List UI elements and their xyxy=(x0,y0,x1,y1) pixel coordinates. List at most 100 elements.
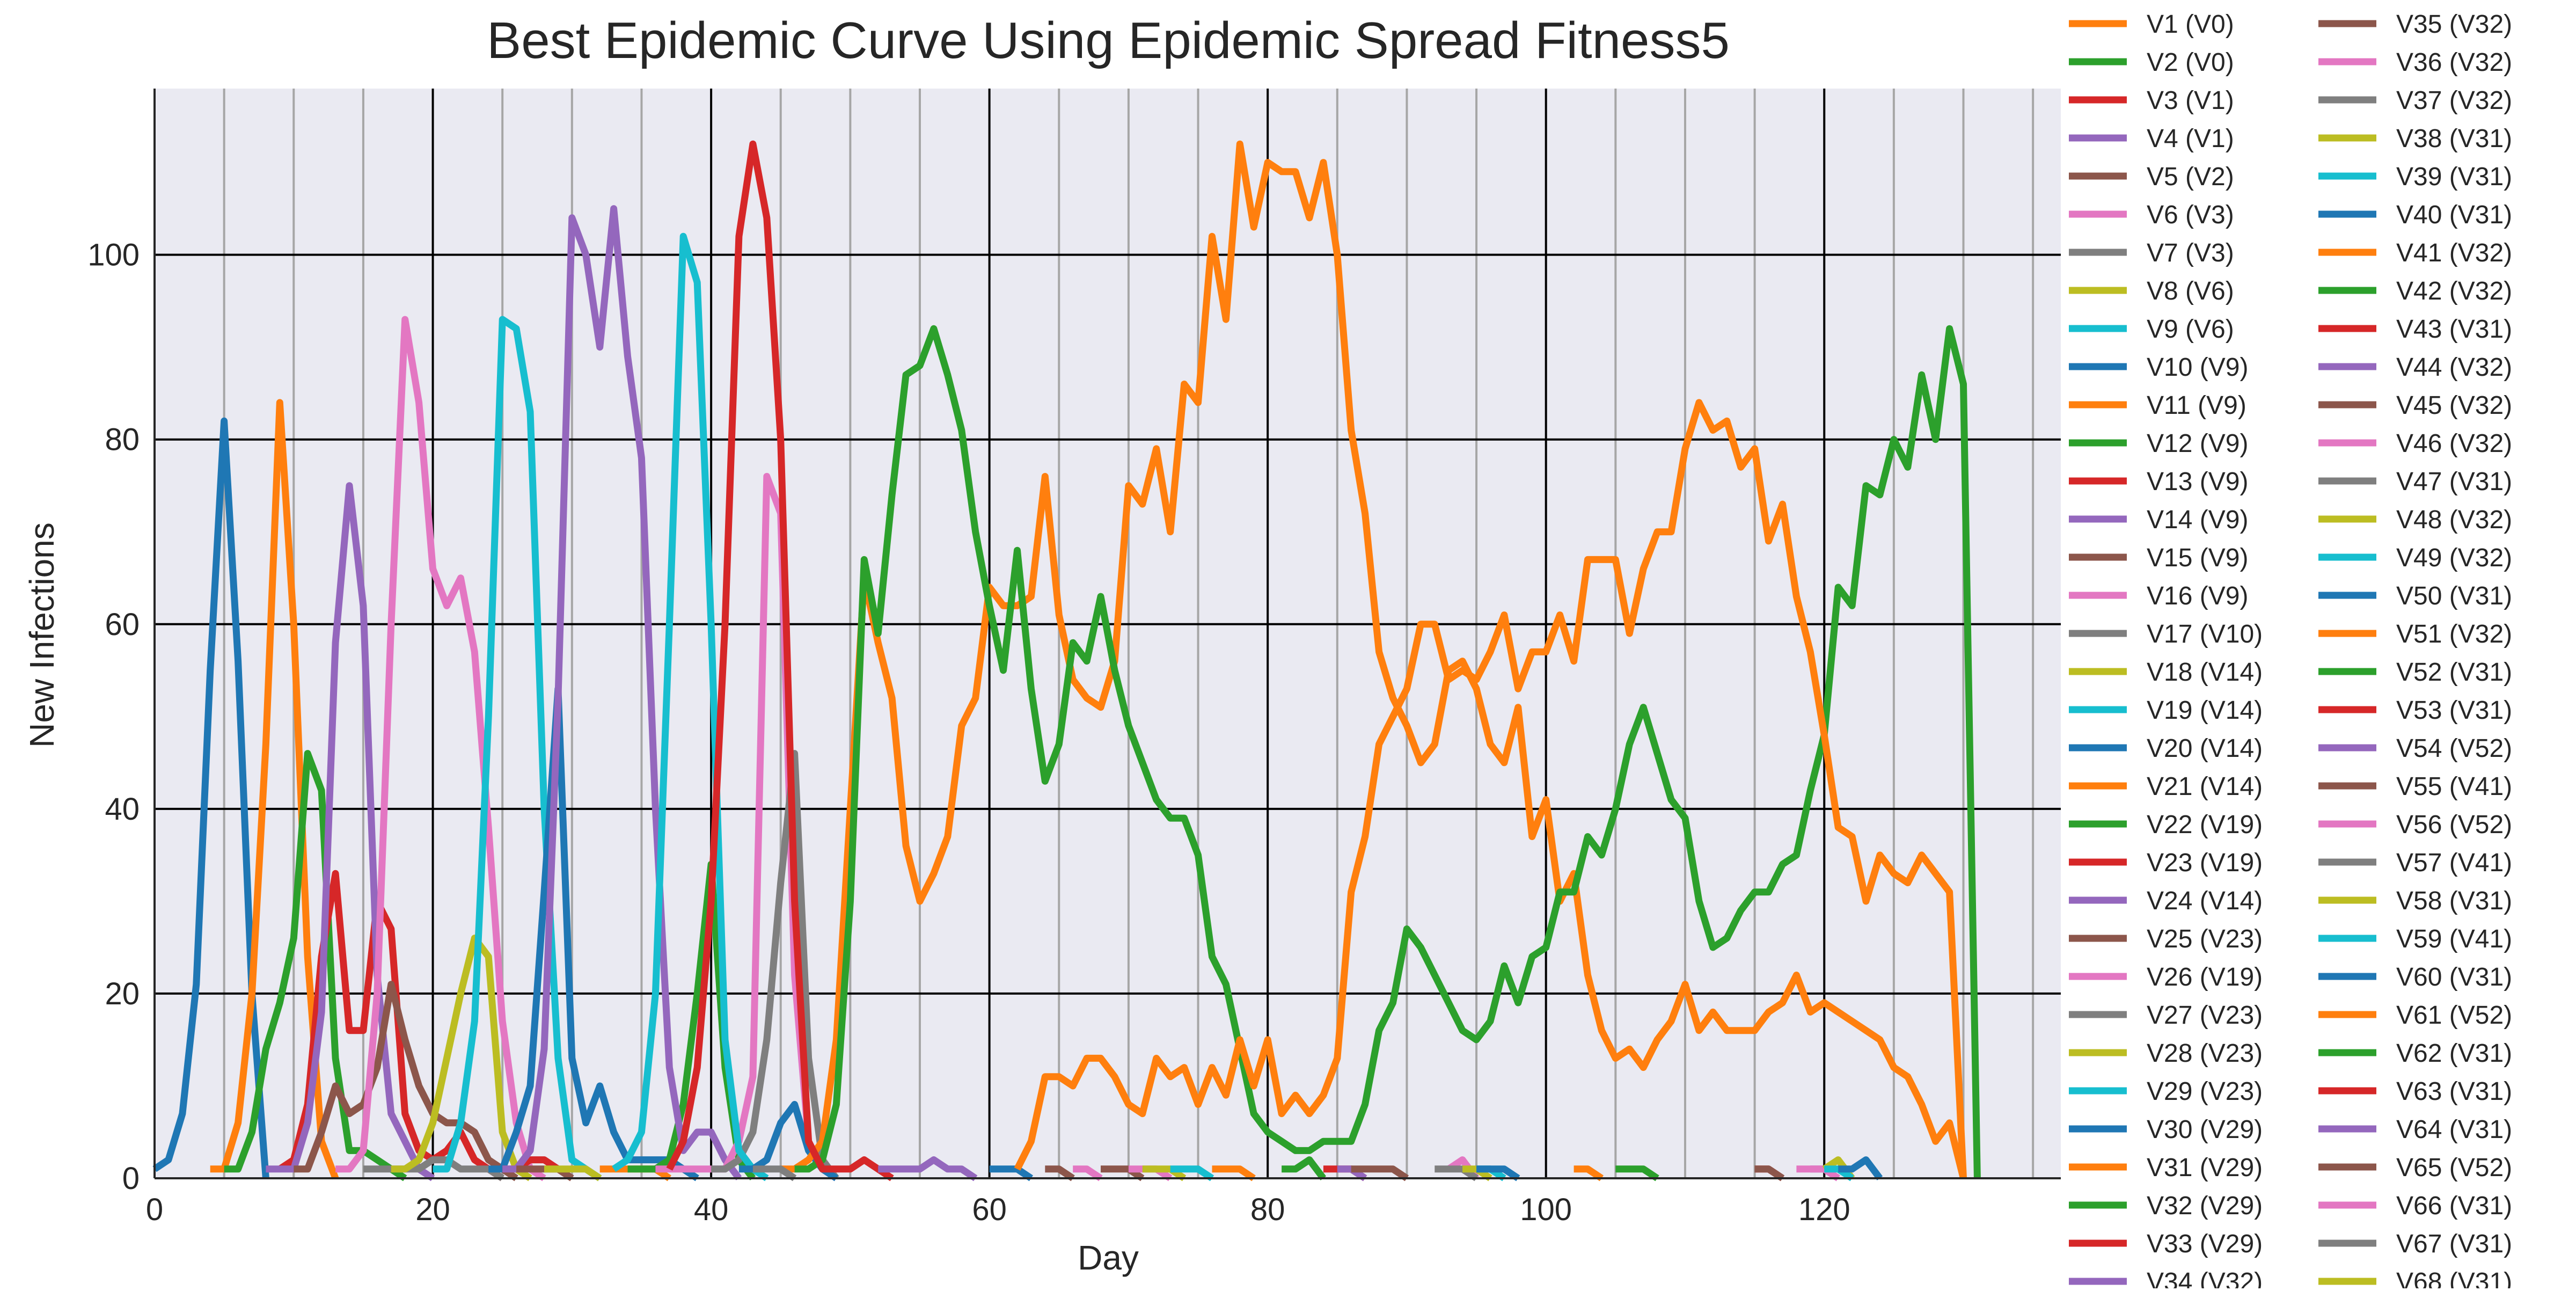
legend-label: V68 (V31) xyxy=(2396,1268,2512,1288)
series-line xyxy=(666,140,894,1181)
series-line xyxy=(544,1165,602,1181)
series-line xyxy=(1574,1165,1604,1181)
series-line xyxy=(391,935,532,1181)
legend-label: V30 (V29) xyxy=(2147,1115,2263,1144)
legend-label: V38 (V31) xyxy=(2396,125,2512,153)
legend: V1 (V0) V2 (V0) V3 (V1) V4 (V1) V5 (V2) V6 (V… xyxy=(2069,10,2512,1291)
legend-label: V26 (V19) xyxy=(2147,963,2263,991)
x-tick-label: 100 xyxy=(1520,1192,1572,1227)
series-line xyxy=(711,750,839,1180)
series-line xyxy=(989,1165,1033,1181)
legend-label: V33 (V29) xyxy=(2147,1230,2263,1258)
legend-label: V1 (V0) xyxy=(2147,10,2234,39)
legend-label: V67 (V31) xyxy=(2396,1230,2512,1258)
legend-label: V9 (V6) xyxy=(2147,315,2234,344)
series-line xyxy=(1045,1165,1075,1181)
y-tick-label: 20 xyxy=(105,976,140,1011)
legend-label: V45 (V32) xyxy=(2396,391,2512,420)
series-line xyxy=(794,325,1981,1179)
legend-label: V66 (V31) xyxy=(2396,1192,2512,1220)
legend-label: V63 (V31) xyxy=(2396,1077,2512,1106)
legend-label: V18 (V14) xyxy=(2147,658,2263,687)
series-line xyxy=(1476,1165,1520,1181)
legend-label: V49 (V32) xyxy=(2396,544,2512,572)
series-line xyxy=(502,205,742,1180)
series-line xyxy=(1101,1165,1145,1181)
y-tick-label: 80 xyxy=(105,422,140,457)
x-tick-label: 20 xyxy=(415,1192,450,1227)
series-line xyxy=(1073,1165,1103,1181)
legend-label: V48 (V32) xyxy=(2396,506,2512,534)
legend-label: V53 (V31) xyxy=(2396,696,2512,725)
legend-label: V46 (V32) xyxy=(2396,429,2512,458)
series-line xyxy=(612,232,769,1181)
legend-label: V20 (V14) xyxy=(2147,734,2263,763)
legend-label: V43 (V31) xyxy=(2396,315,2512,344)
legend-label: V21 (V14) xyxy=(2147,772,2263,801)
legend-label: V50 (V31) xyxy=(2396,582,2512,610)
legend-label: V60 (V31) xyxy=(2396,963,2512,991)
series-line xyxy=(363,1156,504,1181)
legend-label: V8 (V6) xyxy=(2147,277,2234,305)
legend-label: V41 (V32) xyxy=(2396,239,2512,267)
series-line xyxy=(1615,1165,1659,1181)
y-tick-label: 60 xyxy=(105,607,140,642)
series-line xyxy=(1754,1165,1785,1181)
legend-label: V34 (V32) xyxy=(2147,1268,2263,1288)
x-tick-label: 0 xyxy=(146,1192,163,1227)
legend-label: V15 (V9) xyxy=(2147,544,2248,572)
series-line xyxy=(1142,1165,1187,1181)
legend-label: V3 (V1) xyxy=(2147,86,2234,115)
legend-label: V39 (V31) xyxy=(2396,163,2512,191)
x-tick-label: 60 xyxy=(972,1192,1007,1227)
series-line xyxy=(1351,1165,1409,1181)
y-tick-label: 40 xyxy=(105,792,140,827)
legend-label: V10 (V9) xyxy=(2147,353,2248,382)
legend-label: V51 (V32) xyxy=(2396,620,2512,648)
series-line xyxy=(277,870,504,1181)
legend-label: V47 (V31) xyxy=(2396,468,2512,496)
legend-label: V36 (V32) xyxy=(2396,48,2512,77)
series-line xyxy=(878,1156,978,1181)
legend-label: V17 (V10) xyxy=(2147,620,2263,648)
x-axis-label: Day xyxy=(1078,1238,1139,1277)
legend-label: V62 (V31) xyxy=(2396,1039,2512,1068)
legend-label: V11 (V9) xyxy=(2147,391,2246,420)
legend-label: V14 (V9) xyxy=(2147,506,2248,534)
legend-label: V59 (V41) xyxy=(2396,925,2512,953)
legend-label: V27 (V23) xyxy=(2147,1001,2263,1030)
series-line xyxy=(152,417,269,1179)
axis-layer: 0 20 40 60 80 100 120 0 20 40 60 80 100 xyxy=(87,89,2061,1227)
legend-label: V37 (V32) xyxy=(2396,86,2512,115)
y-axis-label: New Infections xyxy=(23,522,61,748)
legend-label: V4 (V1) xyxy=(2147,125,2234,153)
series-line xyxy=(224,750,407,1181)
x-tick-label: 80 xyxy=(1250,1192,1285,1227)
series-line xyxy=(1014,399,1967,1179)
series-line xyxy=(294,981,518,1181)
legend-label: V42 (V32) xyxy=(2396,277,2512,305)
legend-label: V16 (V9) xyxy=(2147,582,2248,610)
legend-label: V40 (V31) xyxy=(2396,201,2512,229)
x-tick-label: 40 xyxy=(694,1192,729,1227)
legend-label: V52 (V31) xyxy=(2396,658,2512,687)
x-tick-label: 120 xyxy=(1798,1192,1850,1227)
series-line xyxy=(1212,1165,1256,1181)
series-line xyxy=(1435,1165,1479,1181)
legend-label: V31 (V29) xyxy=(2147,1154,2263,1182)
series-line xyxy=(1838,1156,1883,1180)
legend-label: V58 (V31) xyxy=(2396,887,2512,915)
series-line xyxy=(1170,1165,1214,1181)
legend-label: V56 (V52) xyxy=(2396,811,2512,839)
legend-label: V28 (V23) xyxy=(2147,1039,2263,1068)
legend-label: V54 (V52) xyxy=(2396,734,2512,763)
legend-label: V24 (V14) xyxy=(2147,887,2263,915)
series-layer xyxy=(152,140,1981,1181)
legend-label: V35 (V32) xyxy=(2396,10,2512,39)
series-line xyxy=(335,316,546,1181)
y-tick-label: 100 xyxy=(87,238,140,273)
legend-label: V13 (V9) xyxy=(2147,468,2248,496)
legend-label: V5 (V2) xyxy=(2147,163,2234,191)
